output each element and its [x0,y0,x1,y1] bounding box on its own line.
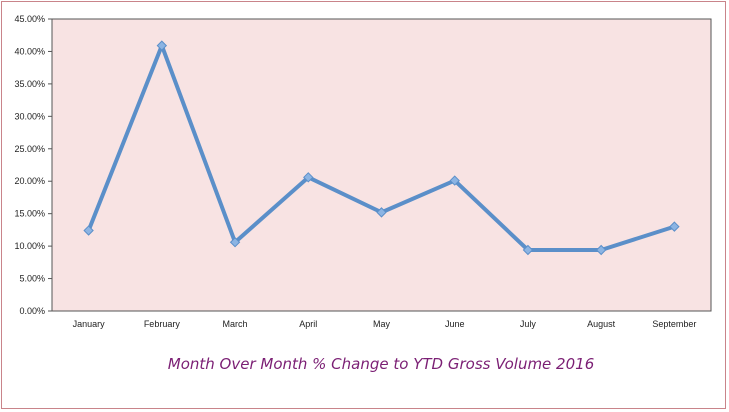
series-markers [83,40,680,256]
data-point-marker [376,207,387,218]
y-tick-label: 5.00% [19,274,45,284]
y-tick-label: 40.00% [14,46,45,56]
y-tick-label: 15.00% [14,209,45,219]
data-point-marker [156,40,168,51]
x-tick-label: June [445,319,465,329]
y-tick-label: 0.00% [19,306,45,316]
data-point-marker [303,172,314,183]
x-tick-label: May [373,319,391,329]
data-point-marker [229,237,241,248]
x-tick-label: March [223,319,248,329]
x-tick-label: September [652,319,696,329]
data-point-marker [669,221,680,232]
y-axis: 0.00% 5.00% 10.00% 15.00% 20.00% 25.00% 30.00%… [14,14,52,316]
x-tick-label: February [144,319,181,329]
y-tick-label: 25.00% [14,144,45,154]
y-tick-label: 45.00% [14,14,45,24]
x-tick-label: July [520,319,537,329]
plot-area [51,18,712,312]
chart-title: Month Over Month % Change to YTD Gross V… [168,355,594,373]
x-tick-label: April [299,319,317,329]
data-point-marker [449,175,460,186]
y-tick-label: 30.00% [14,111,45,121]
y-tick-label: 20.00% [14,176,45,186]
x-tick-label: January [73,319,106,329]
x-axis: January February March April May June July Augu… [73,319,697,329]
y-tick-label: 10.00% [14,241,45,251]
x-tick-label: August [587,319,616,329]
data-point-marker [522,244,534,256]
data-point-marker [83,225,94,236]
y-tick-label: 35.00% [14,79,45,89]
data-point-marker [595,244,607,256]
